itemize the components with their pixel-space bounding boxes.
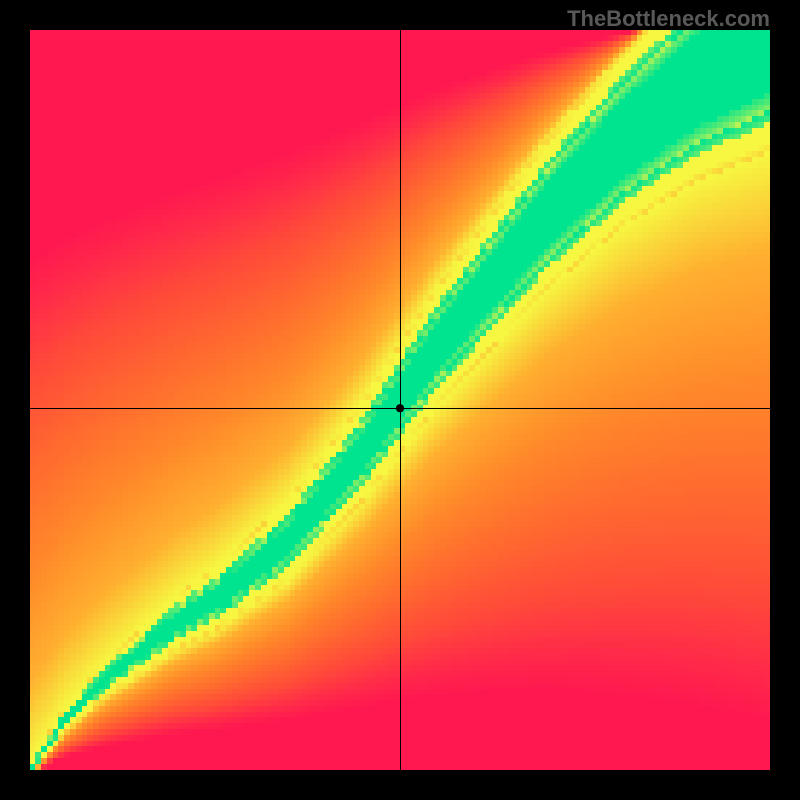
watermark-text: TheBottleneck.com [567, 6, 770, 32]
heatmap-chart [30, 30, 770, 770]
heatmap-canvas [30, 30, 770, 770]
